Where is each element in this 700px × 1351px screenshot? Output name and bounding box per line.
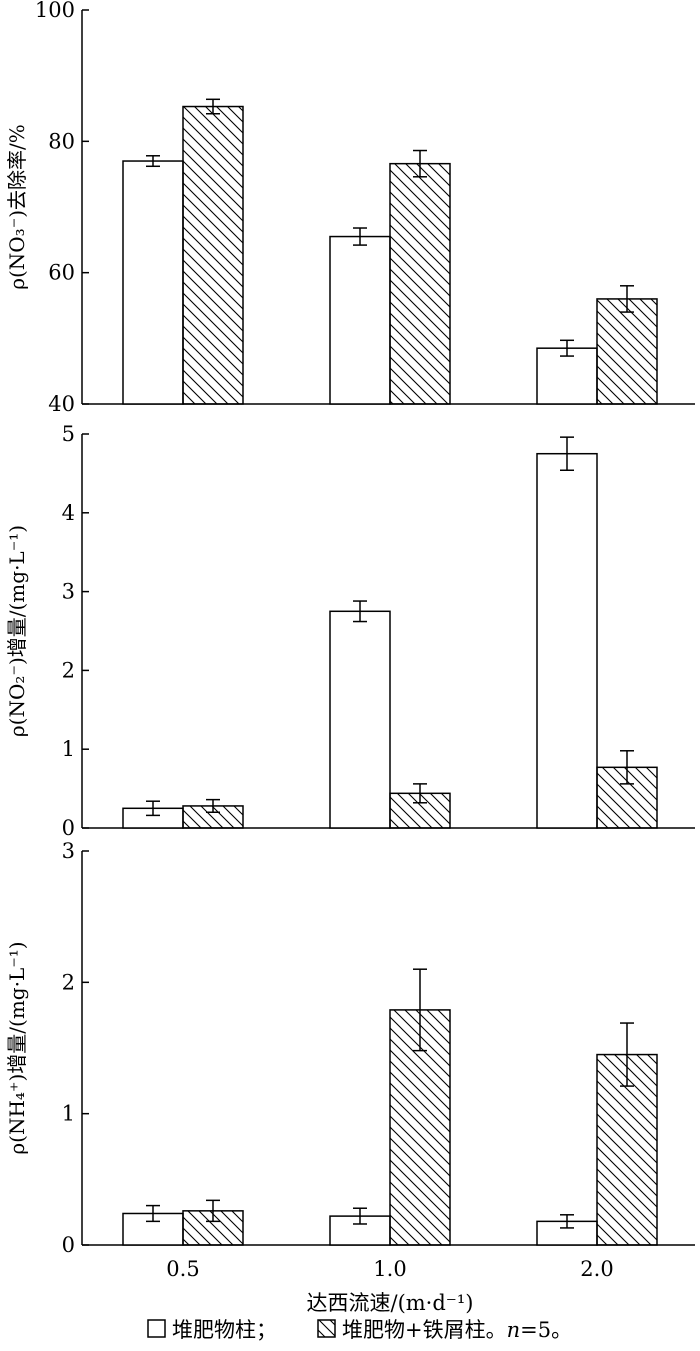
y-tick-label: 2	[62, 658, 75, 682]
panel-no3-removal: 40 60 80 100 ρ(NO₃⁻)去除率/%	[5, 0, 695, 416]
legend-swatch-compost	[147, 1319, 166, 1338]
y-tick-label: 0	[62, 1233, 75, 1257]
x-axis-label: 达西流速/(m·d⁻¹)	[307, 1291, 474, 1315]
y-axis-label: ρ(NH₄⁺)增量/(mg·L⁻¹)	[5, 941, 29, 1154]
y-tick-label: 60	[48, 261, 75, 285]
legend-label-compost-iron-text: 堆肥物+铁屑柱。	[342, 1318, 507, 1342]
bar-compost-2-0	[536, 347, 598, 405]
y-tick-label: 100	[35, 0, 75, 22]
x-tick-label-1-0: 1.0	[373, 1257, 406, 1281]
bar-compost-1-0	[329, 610, 391, 829]
legend-label-compost: 堆肥物柱；	[172, 1318, 277, 1342]
y-tick-label: 3	[62, 839, 75, 863]
panel-no2-increase: 0 1 2 3 4 5 ρ(NO₂⁻)增量/(mg·L⁻¹)	[5, 422, 695, 840]
y-tick-label: 3	[62, 580, 75, 604]
bar-compost-2-0	[536, 452, 598, 829]
x-tick-label-0-5: 0.5	[166, 1257, 199, 1281]
y-tick-label: 0	[62, 816, 75, 840]
y-tick-label: 4	[62, 501, 75, 525]
bar-compost-1-0	[329, 235, 391, 405]
y-tick-label: 40	[48, 392, 75, 416]
bar-compost-iron-0-5	[182, 105, 244, 405]
legend-label-compost-iron: 堆肥物+铁屑柱。n=5。	[342, 1318, 572, 1342]
x-axis-tick-labels: 0.5 1.0 2.0	[166, 1257, 613, 1281]
y-tick-label: 80	[48, 129, 75, 153]
bar-compost-iron-1-0	[389, 162, 451, 405]
y-axis-label: ρ(NO₃⁻)去除率/%	[5, 124, 29, 290]
y-tick-label: 5	[62, 422, 75, 446]
y-tick-label: 2	[62, 970, 75, 994]
legend-swatch-compost-iron	[317, 1319, 336, 1338]
y-axis-label: ρ(NO₂⁻)增量/(mg·L⁻¹)	[5, 525, 29, 737]
legend-note-val: =5。	[520, 1318, 572, 1342]
y-tick-label: 1	[62, 1102, 75, 1126]
bar-compost-0-5	[122, 160, 184, 405]
legend: 堆肥物柱； 堆肥物+铁屑柱。n=5。	[147, 1318, 572, 1342]
bar-compost-iron-2-0	[596, 298, 658, 405]
legend-note-var: n	[507, 1318, 521, 1342]
y-tick-label: 1	[62, 737, 75, 761]
x-tick-label-2-0: 2.0	[580, 1257, 613, 1281]
panel-nh4-increase: 0 1 2 3 ρ(NH₄⁺)增量/(mg·L⁻¹)	[5, 839, 695, 1257]
